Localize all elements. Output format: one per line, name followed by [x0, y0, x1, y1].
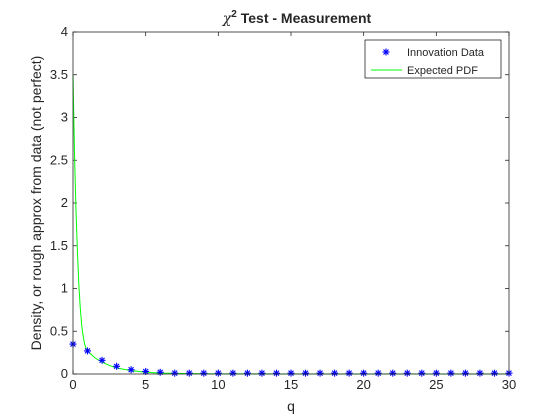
y-tick-label: 2.5: [50, 152, 68, 167]
chart-title-text: Test - Measurement: [237, 10, 372, 26]
chart-title: χ2 Test - Measurement: [222, 9, 372, 27]
data-point-innovation: [346, 370, 353, 377]
data-point-innovation: [317, 370, 324, 377]
y-tick-label: 3: [61, 110, 68, 125]
x-tick-label: 25: [429, 377, 443, 392]
data-point-innovation: [258, 370, 265, 377]
y-tick-label: 4: [61, 24, 68, 39]
data-point-innovation: [462, 370, 469, 377]
x-tick-label: 15: [284, 377, 298, 392]
data-point-innovation: [186, 370, 193, 377]
data-point-innovation: [99, 357, 106, 364]
y-axis-label: Density, or rough approx from data (not …: [28, 56, 44, 351]
data-point-innovation: [433, 370, 440, 377]
y-tick-label: 0.5: [50, 323, 68, 338]
data-point-innovation: [84, 347, 91, 354]
legend-marker-innovation-data: [383, 49, 390, 56]
x-tick-label: 5: [142, 377, 149, 392]
data-point-innovation: [171, 370, 178, 377]
y-tick-label: 1.5: [50, 238, 68, 253]
data-point-innovation: [288, 370, 295, 377]
data-point-innovation: [476, 370, 483, 377]
data-point-innovation: [128, 366, 135, 373]
legend-label-expected-pdf: Expected PDF: [407, 65, 478, 77]
data-point-innovation: [418, 370, 425, 377]
legend: Innovation Data Expected PDF: [365, 40, 501, 78]
x-tick-label: 20: [356, 377, 370, 392]
data-point-innovation: [331, 370, 338, 377]
plot-area: [73, 32, 509, 374]
x-tick-label: 10: [211, 377, 225, 392]
data-point-innovation: [447, 370, 454, 377]
y-tick-label: 3.5: [50, 67, 68, 82]
data-point-innovation: [491, 370, 498, 377]
data-point-innovation: [157, 369, 164, 376]
data-point-innovation: [302, 370, 309, 377]
data-point-innovation: [229, 370, 236, 377]
data-point-innovation: [273, 370, 280, 377]
data-point-innovation: [404, 370, 411, 377]
x-axis-label: q: [287, 398, 295, 414]
x-tick-label: 30: [502, 377, 516, 392]
data-point-innovation: [200, 370, 207, 377]
data-point-innovation: [215, 370, 222, 377]
data-point-innovation: [360, 370, 367, 377]
y-tick-label: 0: [61, 366, 68, 381]
data-point-innovation: [113, 363, 120, 370]
data-point-innovation: [375, 370, 382, 377]
y-tick-label: 1: [61, 281, 68, 296]
data-point-innovation: [244, 370, 251, 377]
data-point-innovation: [389, 370, 396, 377]
x-tick-label: 0: [69, 377, 76, 392]
legend-label-innovation-data: Innovation Data: [407, 47, 485, 59]
y-tick-label: 2: [61, 195, 68, 210]
